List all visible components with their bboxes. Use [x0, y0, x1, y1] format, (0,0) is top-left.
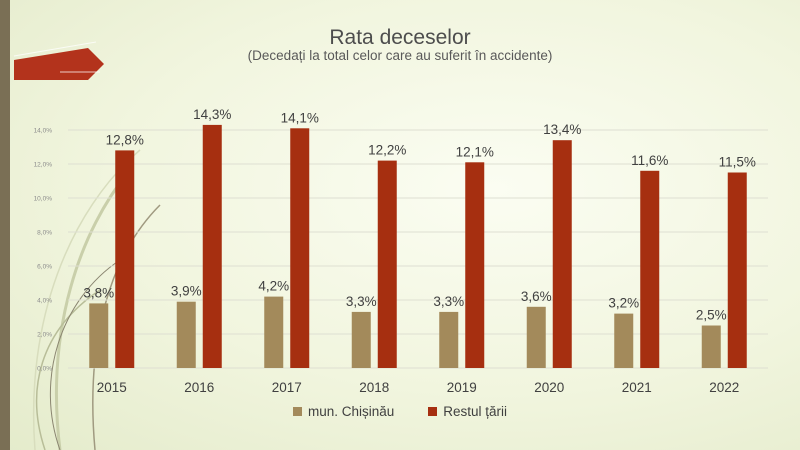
data-label: 11,5%: [719, 155, 756, 170]
x-tick-label: 2018: [359, 380, 389, 395]
bar: [640, 170, 660, 368]
legend-item-restul-tarii: Restul țării: [428, 404, 507, 419]
x-tick-label: 2017: [272, 380, 302, 395]
bar: [351, 311, 371, 368]
bar: [614, 313, 634, 368]
y-tick-label: 10,0%: [34, 196, 53, 203]
bar: [89, 303, 109, 368]
y-tick-label: 12,0%: [34, 162, 53, 169]
data-label: 3,9%: [171, 284, 202, 299]
data-label: 12,2%: [368, 143, 406, 158]
x-tick-label: 2021: [622, 380, 652, 395]
bar: [701, 325, 721, 368]
x-tick-label: 2015: [97, 380, 127, 395]
legend-label-chisinau: mun. Chișinău: [307, 404, 395, 419]
legend-label-restul-tarii: Restul țării: [443, 404, 508, 419]
bar: [727, 172, 747, 368]
data-label: 3,6%: [521, 289, 552, 304]
data-label: 3,3%: [346, 294, 377, 309]
x-tick-label: 2020: [534, 380, 564, 395]
data-label: 3,2%: [608, 296, 639, 311]
data-label: 14,1%: [281, 110, 319, 125]
data-label: 2,5%: [696, 308, 727, 323]
left-accent-bar: [0, 0, 10, 450]
y-tick-label: 2,0%: [37, 332, 52, 339]
bar: [176, 301, 196, 368]
data-label: 12,8%: [106, 132, 144, 147]
bar: [290, 128, 310, 368]
bar: [377, 160, 397, 368]
bar: [552, 140, 572, 368]
data-label: 4,2%: [258, 279, 289, 294]
bar: [202, 124, 222, 369]
y-tick-label: 0,0%: [37, 366, 52, 373]
bar: [465, 162, 485, 368]
legend-swatch-chisinau: [292, 407, 302, 416]
bar: [115, 150, 135, 368]
y-tick-label: 14,0%: [34, 128, 53, 135]
legend-swatch-restul-tarii: [428, 407, 438, 416]
data-label: 13,4%: [543, 122, 581, 137]
y-tick-label: 6,0%: [37, 264, 52, 271]
data-label: 11,6%: [631, 153, 668, 168]
y-tick-label: 8,0%: [37, 230, 52, 237]
x-tick-label: 2019: [447, 380, 477, 395]
legend-item-chisinau: mun. Chișinău: [292, 404, 395, 419]
bar: [526, 306, 546, 368]
data-label: 3,3%: [433, 294, 464, 309]
chart-subtitle: (Decedați la total celor care au suferit…: [247, 48, 553, 63]
x-tick-label: 2016: [184, 380, 214, 395]
chart-legend: mun. Chișinău Restul țării: [0, 404, 800, 419]
chart-title: Rata deceselor: [329, 26, 471, 49]
bar: [264, 296, 284, 368]
y-tick-label: 4,0%: [37, 298, 52, 305]
bar: [439, 311, 459, 368]
data-label: 3,8%: [83, 285, 114, 300]
data-label: 12,1%: [456, 144, 494, 159]
x-tick-label: 2022: [709, 380, 739, 395]
data-label: 14,3%: [193, 107, 231, 122]
